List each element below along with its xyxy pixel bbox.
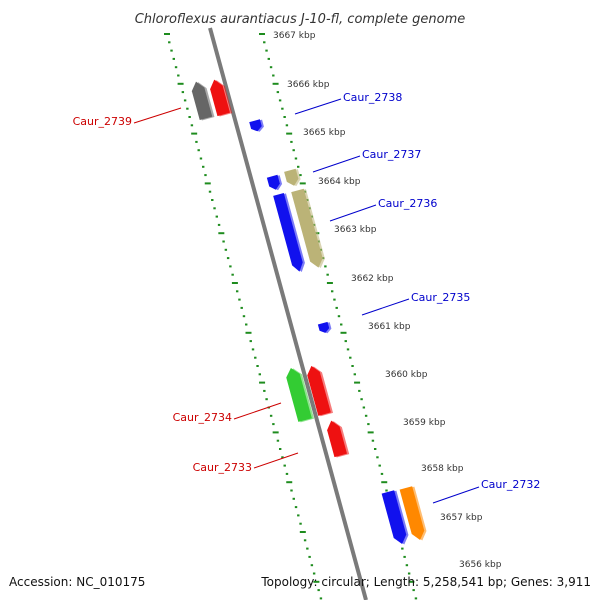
gene-g4[interactable] [266,174,283,192]
leader-line [253,452,299,469]
gene-label[interactable]: Caur_2733 [193,461,252,474]
gene-label[interactable]: Caur_2735 [411,291,470,304]
scale-label: 3662 kbp [351,274,394,284]
gene-label[interactable]: Caur_2732 [481,478,540,491]
scale-label: 3658 kbp [421,464,464,474]
gene-caur-2736[interactable] [291,188,327,270]
scale-label: 3659 kbp [403,418,446,428]
gene-caur-2737[interactable] [284,168,302,188]
gene-g7[interactable] [273,192,307,274]
scale-label: 3661 kbp [368,322,411,332]
gene-g10[interactable] [305,364,334,417]
gene-caur-2733[interactable] [325,418,350,458]
gene-caur-2739[interactable] [208,77,233,117]
leader-line [361,298,410,316]
gene-caur-2735[interactable] [317,321,332,335]
scale-label: 3666 kbp [287,80,330,90]
genome-stats-text: Topology: circular; Length: 5,258,541 bp… [260,575,591,589]
gene-features [190,77,429,547]
accession-text: Accession: NC_010175 [9,575,145,589]
gene-caur-2734[interactable] [284,366,315,423]
leader-line [432,486,480,504]
genome-backbone [208,27,368,600]
scale-label: 3663 kbp [334,225,377,235]
gene-label[interactable]: Caur_2734 [173,411,232,424]
scale-label: 3660 kbp [385,370,428,380]
gene-g1[interactable] [190,79,215,121]
gene-caur-2732[interactable] [399,486,429,543]
leader-line [133,107,182,124]
scale-label: 3664 kbp [318,177,361,187]
leader-line [329,204,377,222]
gene-label[interactable]: Caur_2737 [362,148,421,161]
scale-label: 3667 kbp [273,31,316,41]
leader-line [294,98,342,115]
map-title: Chloroflexus aurantiacus J-10-fl, comple… [135,12,466,27]
leader-line [233,402,282,420]
gene-label[interactable]: Caur_2736 [378,197,437,210]
scale-label: 3657 kbp [440,513,483,523]
scale-label: 3656 kbp [459,560,502,570]
gene-label[interactable]: Caur_2739 [73,115,132,128]
gene-caur-2738[interactable] [249,119,265,134]
leader-line [312,155,361,173]
gene-g12[interactable] [381,490,411,547]
gene-label[interactable]: Caur_2738 [343,91,402,104]
scale-labels: 3667 kbp 3666 kbp 3665 kbp 3664 kbp 3663 kbp… [273,31,502,570]
gene-labels: Caur_2739 Caur_2738 Caur_2737 Caur_2736 Caur… [73,91,540,504]
tick-marks [164,33,418,600]
scale-label: 3665 kbp [303,128,346,138]
